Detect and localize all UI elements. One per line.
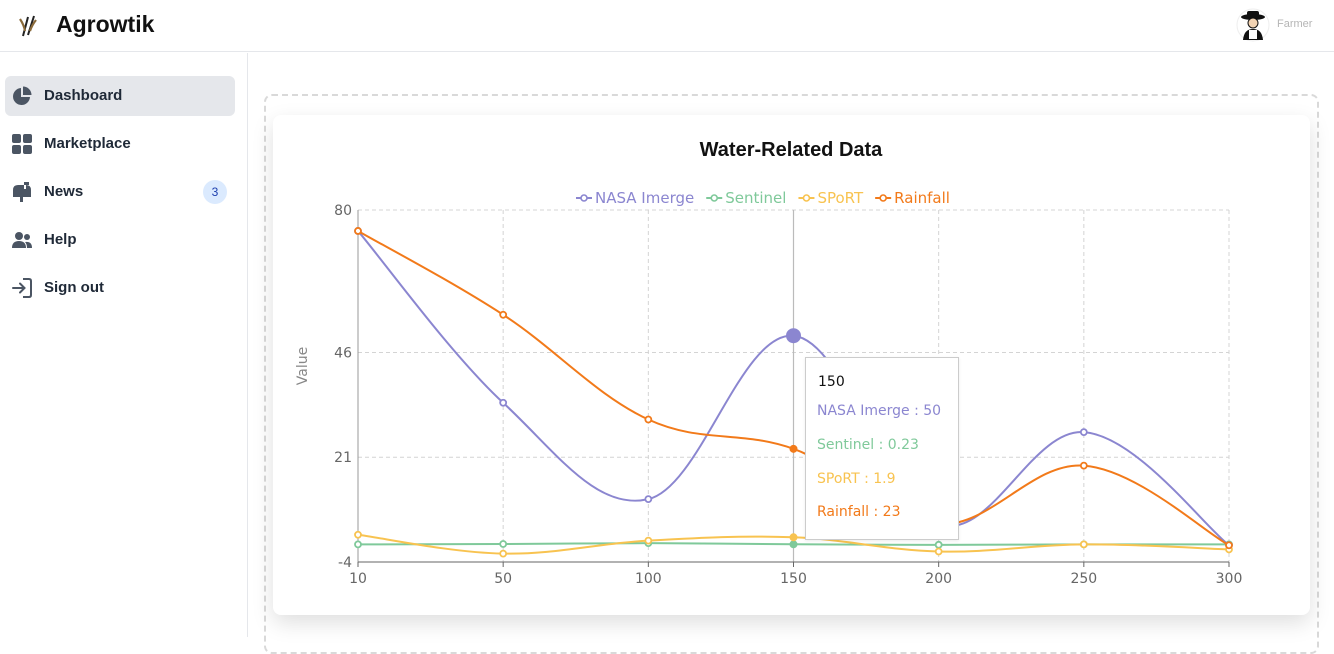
- data-point-rainfall[interactable]: [1225, 541, 1233, 550]
- news-count-badge: 3: [203, 180, 227, 204]
- legend-label: Sentinel: [725, 189, 786, 207]
- data-point-sentinel[interactable]: [789, 540, 798, 549]
- sidebar-item-label: Dashboard: [44, 87, 123, 104]
- user-role-label: Farmer: [1277, 18, 1313, 30]
- tooltip-row-sentinel: Sentinel : 0.23: [817, 437, 919, 453]
- x-tick-label: 200: [925, 571, 952, 587]
- data-point-rainfall[interactable]: [1079, 461, 1088, 470]
- chart-grid: [357, 209, 1230, 563]
- x-tick-label: 10: [349, 571, 367, 587]
- sidebar-item-label: Marketplace: [44, 135, 131, 152]
- data-point-nasa[interactable]: [644, 495, 653, 504]
- sidebar-item-news[interactable]: News 3: [5, 172, 235, 212]
- sidebar: Dashboard Marketplace News 3 Help: [0, 53, 248, 637]
- tooltip-row-rainfall: Rainfall : 23: [817, 504, 901, 520]
- top-bar: Agrowtik Farmer: [0, 0, 1334, 52]
- legend-label: NASA Imerge: [595, 189, 694, 207]
- chart-tooltip: 150 NASA Imerge : 50 Sentinel : 0.23 SPo…: [805, 357, 959, 540]
- chart-title: Water-Related Data: [700, 139, 884, 161]
- chart-axes: 80 46 21 -410 50 100 150 200 250 300: [334, 203, 1242, 587]
- y-tick-label: 80: [334, 203, 352, 219]
- data-point-sentinel[interactable]: [499, 540, 508, 548]
- y-tick-label: 21: [334, 450, 352, 466]
- legend-item-sport[interactable]: SPoRT: [798, 189, 864, 207]
- y-axis-label: Value: [295, 347, 311, 385]
- data-point-sport[interactable]: [499, 549, 508, 558]
- legend-item-rainfall[interactable]: Rainfall: [875, 189, 950, 207]
- data-point-nasa[interactable]: [1079, 428, 1088, 436]
- sidebar-item-dashboard[interactable]: Dashboard: [5, 76, 235, 116]
- data-point-rainfall[interactable]: [354, 227, 362, 235]
- farmer-avatar-icon[interactable]: [1236, 8, 1270, 42]
- app-title[interactable]: Agrowtik: [56, 11, 155, 37]
- data-point-nasa[interactable]: [786, 328, 801, 344]
- data-point-sentinel[interactable]: [934, 540, 943, 549]
- sidebar-item-label: News: [44, 183, 84, 200]
- sign-out-icon: [12, 278, 32, 298]
- chart-card: [273, 115, 1310, 615]
- legend-item-sentinel[interactable]: Sentinel: [706, 189, 786, 207]
- sidebar-item-label: Sign out: [44, 279, 104, 296]
- x-tick-label: 100: [635, 571, 662, 587]
- data-point-sentinel[interactable]: [354, 540, 362, 549]
- sidebar-item-sign-out[interactable]: Sign out: [5, 268, 235, 308]
- legend-label: SPoRT: [817, 189, 864, 207]
- legend-point-symbol: [580, 194, 588, 202]
- sidebar-item-help[interactable]: Help: [5, 220, 235, 260]
- y-tick-label: 46: [334, 345, 352, 361]
- legend-point-symbol: [879, 194, 887, 202]
- x-tick-label: 150: [780, 571, 807, 587]
- data-point-sport[interactable]: [934, 547, 943, 556]
- water-chart[interactable]: Water-Related Data NASA Imerge Sentinel SP…: [0, 0, 1334, 637]
- data-point-sport[interactable]: [789, 533, 798, 542]
- x-tick-label: 250: [1070, 571, 1097, 587]
- data-point-sport[interactable]: [644, 536, 653, 545]
- data-point-sport[interactable]: [1079, 540, 1088, 549]
- tooltip-row-sport: SPoRT : 1.9: [817, 471, 896, 487]
- tooltip-row-nasa: NASA Imerge : 50: [817, 403, 942, 419]
- data-point-sport[interactable]: [354, 530, 362, 539]
- data-point-rainfall[interactable]: [499, 310, 508, 319]
- wheat-logo-icon[interactable]: [14, 11, 42, 39]
- y-tick-label: -4: [338, 555, 352, 571]
- data-point-nasa[interactable]: [499, 398, 508, 407]
- legend-item-nasa[interactable]: NASA Imerge: [576, 189, 694, 207]
- legend-label: Rainfall: [894, 189, 950, 207]
- mailbox-icon: [13, 182, 31, 202]
- sidebar-item-label: Help: [44, 231, 77, 248]
- x-tick-label: 300: [1216, 571, 1243, 587]
- users-icon: [12, 232, 32, 248]
- sidebar-item-marketplace[interactable]: Marketplace: [5, 124, 235, 164]
- tooltip-category: 150: [818, 374, 845, 390]
- x-tick-label: 50: [494, 571, 512, 587]
- grid-icon: [12, 134, 32, 154]
- data-point-rainfall[interactable]: [644, 415, 653, 424]
- data-point-rainfall[interactable]: [789, 444, 798, 453]
- legend-point-symbol: [710, 194, 719, 202]
- chart-legend: NASA Imerge Sentinel SPoRT Rainfall: [576, 189, 950, 207]
- legend-point-symbol: [802, 194, 811, 202]
- chart-series[interactable]: [354, 227, 1233, 558]
- pie-chart-icon: [13, 86, 32, 105]
